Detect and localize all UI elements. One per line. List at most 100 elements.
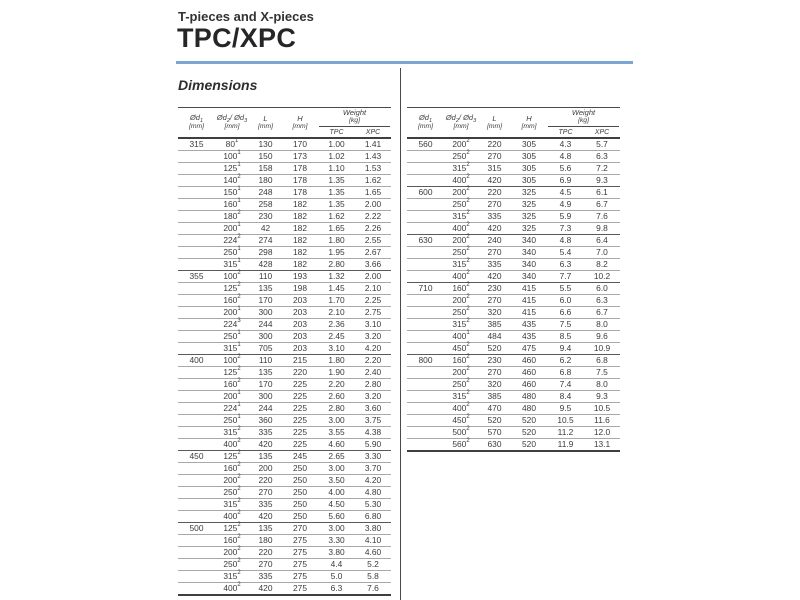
cell-weight-xpc: 2.55 xyxy=(364,235,382,245)
cell-L: 158 xyxy=(258,163,273,173)
footnote-marker: 2 xyxy=(466,186,470,193)
cell-d2-d3: 2243 xyxy=(223,318,241,329)
cell-d2-d3: 2502 xyxy=(452,306,470,317)
footnote-marker: 1 xyxy=(237,198,241,205)
cell-d2-d3: 2501 xyxy=(223,414,241,425)
footnote-marker: 2 xyxy=(466,138,470,145)
cell-d2-d3: 4502 xyxy=(452,414,470,425)
footnote-marker: 2 xyxy=(237,558,241,565)
cell-weight-tpc: 1.10 xyxy=(328,163,345,173)
table-row: 2502 270 340 5.4 7.0 xyxy=(407,246,620,258)
table-row: 2501 360 225 3.00 3.75 xyxy=(178,414,391,426)
dimensions-table-left: Ød1 [mm] Ød2/ Ød3 [mm] L [mm] H [mm] Weight [kg] T… xyxy=(178,107,391,596)
cell-d2-d3: 4002 xyxy=(223,510,241,521)
footnote-marker: 2 xyxy=(237,534,241,541)
cell-L: 135 xyxy=(258,367,273,377)
table-row: 2002 220 250 3.50 4.20 xyxy=(178,474,391,486)
cell-weight-tpc: 3.00 xyxy=(328,463,345,473)
cell-weight-tpc: 1.80 xyxy=(328,235,345,245)
cell-H: 182 xyxy=(293,199,307,209)
cell-L: 180 xyxy=(258,535,273,545)
cell-d2-d3: 3152 xyxy=(452,162,470,173)
cell-L: 484 xyxy=(487,331,502,341)
table-row: 2242 274 182 1.80 2.55 xyxy=(178,234,391,246)
cell-H: 520 xyxy=(522,415,536,425)
footnote-marker: 2 xyxy=(466,246,470,253)
footnote-marker: 2 xyxy=(466,174,470,181)
cell-L: 420 xyxy=(487,175,502,185)
cell-weight-tpc: 5.0 xyxy=(330,571,343,581)
cell-d2-d3: 2002 xyxy=(452,186,470,197)
table-row: 2001 300 225 2.60 3.20 xyxy=(178,390,391,402)
cell-weight-tpc: 4.4 xyxy=(330,559,343,569)
cell-H: 198 xyxy=(293,283,307,293)
table-row: 2502 320 415 6.6 6.7 xyxy=(407,306,620,318)
subscript: 2 xyxy=(226,118,230,124)
cell-L: 270 xyxy=(487,199,502,209)
cell-weight-tpc: 2.20 xyxy=(328,379,345,389)
cell-H: 480 xyxy=(522,391,536,401)
table-row: 500 1252 135 270 3.00 3.80 xyxy=(178,522,391,534)
cell-L: 42 xyxy=(260,223,271,233)
cell-weight-tpc: 1.90 xyxy=(328,367,345,377)
cell-H: 250 xyxy=(293,499,307,509)
cell-d1: 400 xyxy=(189,355,204,365)
cell-d1: 500 xyxy=(189,523,204,533)
table-row: 3151 705 203 3.10 4.20 xyxy=(178,342,391,354)
cell-weight-tpc: 4.3 xyxy=(559,139,572,149)
cell-d2-d3: 2501 xyxy=(223,246,241,257)
cell-weight-xpc: 2.20 xyxy=(364,355,382,365)
table-row: 710 1602 230 415 5.5 6.0 xyxy=(407,282,620,294)
table-row: 1601 258 182 1.35 2.00 xyxy=(178,198,391,210)
cell-weight-tpc: 1.70 xyxy=(328,295,345,305)
footnote-marker: 1 xyxy=(237,414,241,421)
table-row: 2502 270 250 4.00 4.80 xyxy=(178,486,391,498)
cell-weight-tpc: 11.2 xyxy=(557,427,574,437)
cell-weight-xpc: 6.4 xyxy=(596,235,608,245)
table-row: 3152 385 435 7.5 8.0 xyxy=(407,318,620,330)
footnote-marker: 2 xyxy=(237,438,241,445)
cell-d2-d3: 1602 xyxy=(223,378,241,389)
footnote-marker: 2 xyxy=(466,258,470,265)
cell-H: 480 xyxy=(522,403,536,413)
cell-H: 435 xyxy=(522,331,536,341)
section-title: Dimensions xyxy=(178,77,258,93)
cell-weight-xpc: 3.66 xyxy=(364,259,382,269)
cell-weight-tpc: 4.00 xyxy=(328,487,345,497)
cell-weight-xpc: 13.1 xyxy=(593,439,611,449)
footnote-marker: 2 xyxy=(466,306,470,313)
cell-d2-d3: 3152 xyxy=(223,570,241,581)
cell-L: 470 xyxy=(487,403,502,413)
table-row: 4502 520 520 10.5 11.6 xyxy=(407,414,620,426)
cell-weight-xpc: 3.70 xyxy=(364,463,382,473)
cell-weight-tpc: 2.36 xyxy=(328,319,345,329)
cell-weight-tpc: 2.60 xyxy=(328,391,345,401)
col-header-L: L [mm] xyxy=(257,113,274,130)
cell-H: 178 xyxy=(293,175,307,185)
cell-L: 135 xyxy=(258,283,273,293)
table-row: 2502 320 460 7.4 8.0 xyxy=(407,378,620,390)
cell-L: 420 xyxy=(258,439,273,449)
cell-d2-d3: 3152 xyxy=(452,210,470,221)
cell-d2-d3: 2241 xyxy=(223,402,241,413)
cell-d2-d3: 4001 xyxy=(452,330,470,341)
table-row: 4002 420 340 7.7 10.2 xyxy=(407,270,620,282)
footnote-marker: 1 xyxy=(237,150,241,157)
cell-d1: 450 xyxy=(189,451,204,461)
cell-L: 270 xyxy=(487,295,502,305)
cell-weight-tpc: 1.02 xyxy=(328,151,345,161)
cell-weight-tpc: 3.50 xyxy=(328,475,345,485)
subscript: 3 xyxy=(473,118,477,124)
cell-weight-xpc: 2.40 xyxy=(364,367,382,377)
col-header-weight: Weight [kg] xyxy=(548,108,619,127)
accent-rule xyxy=(176,61,633,64)
cell-d2-d3: 3152 xyxy=(452,258,470,269)
cell-H: 460 xyxy=(522,379,536,389)
cell-d2-d3: 2002 xyxy=(223,546,241,557)
cell-weight-tpc: 6.3 xyxy=(330,583,343,593)
cell-weight-tpc: 1.65 xyxy=(328,223,345,233)
cell-d1: 315 xyxy=(189,139,204,149)
cell-weight-xpc: 3.10 xyxy=(364,319,382,329)
cell-weight-tpc: 2.80 xyxy=(328,403,345,413)
cell-L: 320 xyxy=(487,379,502,389)
